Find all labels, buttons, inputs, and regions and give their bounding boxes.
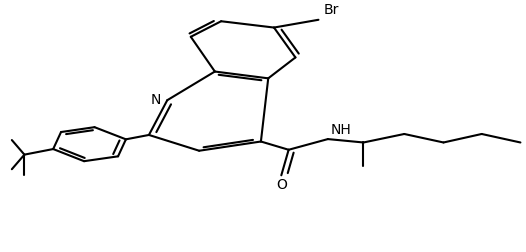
Text: NH: NH xyxy=(330,123,351,137)
Text: N: N xyxy=(150,93,161,107)
Text: Br: Br xyxy=(323,3,339,17)
Text: O: O xyxy=(276,178,287,192)
